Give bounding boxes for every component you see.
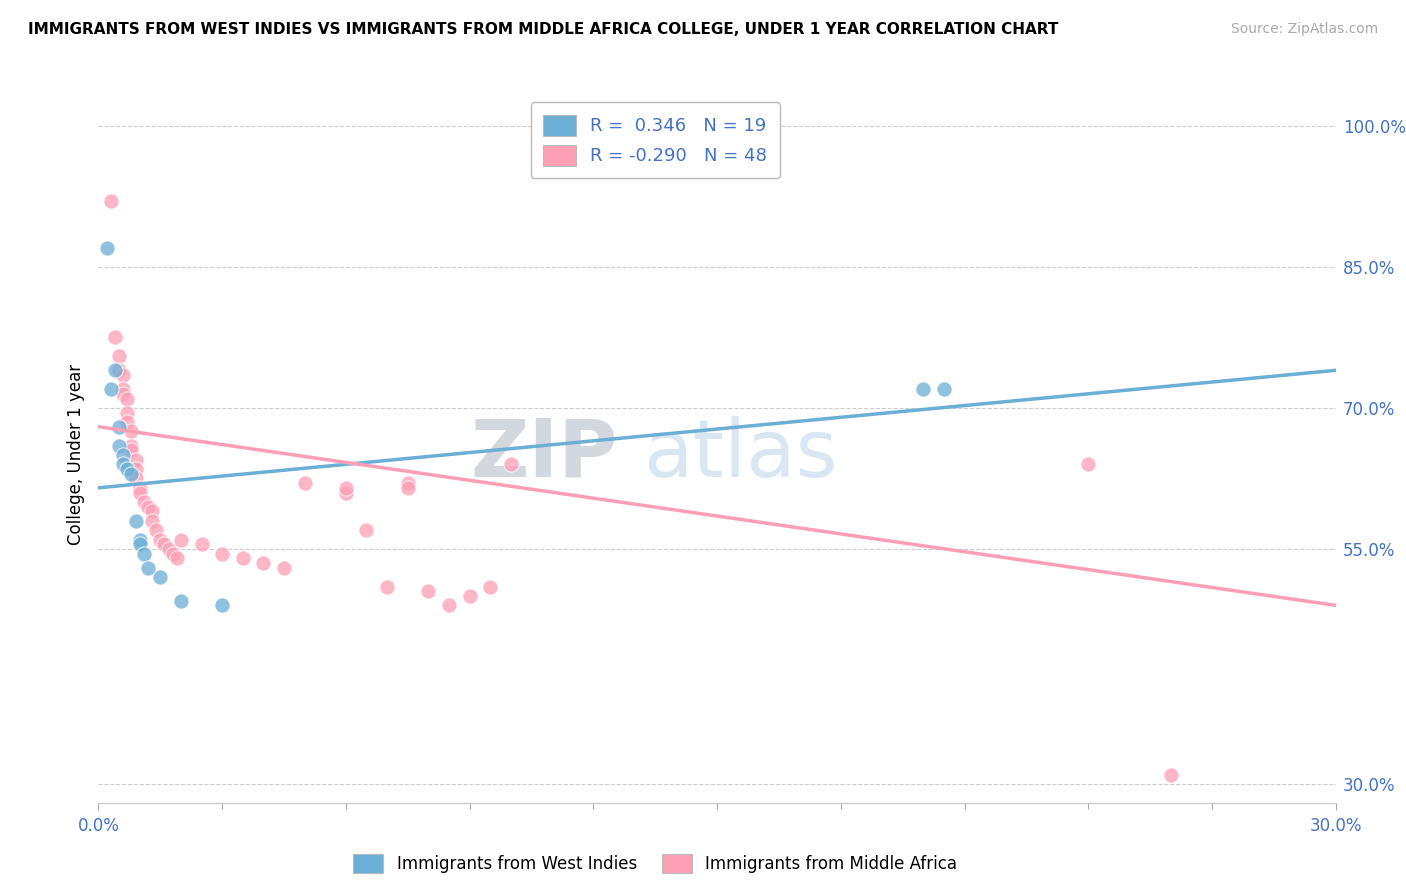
Point — [120, 443, 142, 458]
Point — [108, 363, 131, 377]
Point — [162, 547, 184, 561]
Point — [100, 382, 122, 396]
Point — [141, 504, 163, 518]
Point — [166, 551, 188, 566]
Point — [108, 349, 131, 363]
Point — [117, 406, 139, 420]
Point — [1077, 458, 1099, 472]
Point — [112, 368, 135, 382]
Point — [396, 476, 419, 491]
Point — [100, 194, 122, 208]
Point — [145, 523, 167, 537]
Point — [232, 551, 254, 566]
Point — [120, 438, 142, 452]
Legend: Immigrants from West Indies, Immigrants from Middle Africa: Immigrants from West Indies, Immigrants … — [342, 842, 969, 885]
Point — [124, 514, 146, 528]
Point — [120, 467, 142, 481]
Point — [96, 241, 118, 255]
Point — [128, 485, 150, 500]
Point — [932, 382, 955, 396]
Point — [132, 495, 155, 509]
Point — [1160, 767, 1182, 781]
Point — [437, 599, 460, 613]
Point — [112, 448, 135, 462]
Point — [128, 533, 150, 547]
Point — [117, 462, 139, 476]
Point — [112, 458, 135, 472]
Point — [170, 593, 193, 607]
Point — [273, 560, 295, 574]
Text: Source: ZipAtlas.com: Source: ZipAtlas.com — [1230, 22, 1378, 37]
Text: ZIP: ZIP — [471, 416, 619, 494]
Point — [141, 514, 163, 528]
Point — [335, 481, 357, 495]
Point — [356, 523, 378, 537]
Point — [149, 570, 172, 584]
Point — [112, 386, 135, 401]
Point — [170, 533, 193, 547]
Point — [136, 560, 159, 574]
Point — [211, 547, 233, 561]
Y-axis label: College, Under 1 year: College, Under 1 year — [66, 364, 84, 546]
Point — [108, 419, 131, 434]
Point — [128, 537, 150, 551]
Point — [117, 392, 139, 406]
Text: atlas: atlas — [643, 416, 837, 494]
Point — [499, 458, 522, 472]
Point — [136, 500, 159, 514]
Point — [117, 415, 139, 429]
Point — [157, 541, 180, 556]
Point — [128, 481, 150, 495]
Text: IMMIGRANTS FROM WEST INDIES VS IMMIGRANTS FROM MIDDLE AFRICA COLLEGE, UNDER 1 YE: IMMIGRANTS FROM WEST INDIES VS IMMIGRANT… — [28, 22, 1059, 37]
Point — [375, 580, 398, 594]
Point — [458, 589, 481, 603]
Point — [335, 485, 357, 500]
Point — [120, 425, 142, 439]
Point — [104, 363, 127, 377]
Point — [112, 382, 135, 396]
Point — [252, 556, 274, 570]
Point — [479, 580, 502, 594]
Point — [418, 584, 440, 599]
Point — [124, 471, 146, 485]
Point — [211, 599, 233, 613]
Point — [153, 537, 176, 551]
Point — [104, 330, 127, 344]
Point — [124, 452, 146, 467]
Point — [108, 438, 131, 452]
Point — [149, 533, 172, 547]
Point — [912, 382, 935, 396]
Point — [132, 547, 155, 561]
Point — [396, 481, 419, 495]
Point — [190, 537, 212, 551]
Point — [294, 476, 316, 491]
Point — [124, 462, 146, 476]
